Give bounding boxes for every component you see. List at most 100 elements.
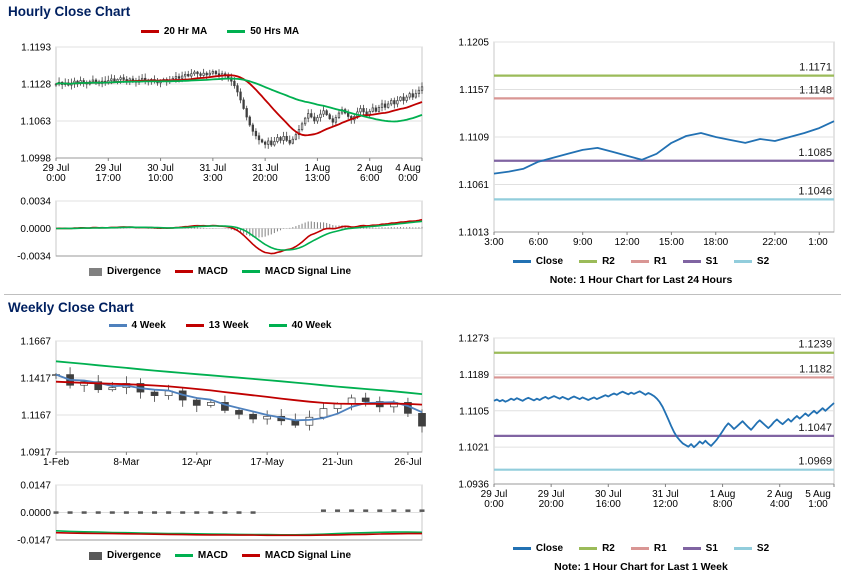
y-tick-label: 1.1273 — [458, 334, 489, 345]
legend-item: S2 — [733, 543, 769, 554]
candle-body — [418, 413, 426, 427]
x-tick-label: 2 Aug — [767, 489, 793, 500]
candle-body — [282, 136, 285, 141]
candle-body — [402, 96, 405, 101]
ma-line — [55, 380, 423, 406]
candle-body — [193, 71, 196, 75]
legend-label: 50 Hrs MA — [250, 26, 300, 37]
x-tick-label: 0:00 — [46, 173, 66, 184]
candle-body — [420, 86, 424, 91]
x-tick-label: 29 Jul — [538, 489, 565, 500]
candle-body — [94, 79, 98, 83]
y-tick-label: 0.0000 — [20, 224, 51, 235]
divergence-bar — [67, 511, 73, 514]
candle-body — [249, 413, 257, 420]
line-swatch-icon — [630, 547, 649, 550]
candle-body — [110, 78, 113, 81]
candle-body — [184, 73, 187, 77]
x-tick-label: 31 Jul — [652, 489, 679, 500]
x-tick-label: 30 Jul — [595, 489, 622, 500]
line-swatch-icon — [682, 547, 701, 550]
x-tick-label: 31 Jul — [200, 163, 227, 174]
plot-border — [55, 340, 423, 453]
candle-body — [196, 71, 199, 75]
candle-body — [377, 106, 381, 112]
y-tick-label: 1.1063 — [20, 117, 51, 128]
candle-body — [408, 93, 411, 98]
legend-item: 20 Hr MA — [140, 26, 207, 37]
legend-label: 4 Week — [131, 320, 166, 331]
candle-body — [333, 403, 342, 409]
candle-body — [199, 73, 202, 76]
line-swatch-icon — [512, 260, 531, 263]
x-tick-label: 31 Jul — [252, 163, 279, 174]
candle-body — [322, 110, 325, 115]
legend-label: S1 — [705, 543, 718, 554]
line-swatch-icon — [512, 547, 531, 550]
legend-label: MACD Signal Line — [264, 266, 352, 277]
section-divider — [4, 294, 841, 295]
candle-body — [328, 114, 331, 120]
candle-body — [313, 116, 316, 122]
weekly-macd-chart: -0.0147 0.0000 0.0147 — [17, 481, 425, 547]
legend-item: S2 — [733, 256, 770, 267]
candle-body — [205, 72, 208, 76]
level-label-r2: 1.1171 — [799, 62, 832, 74]
legend-item: 40 Week — [268, 320, 331, 331]
x-tick-label: 1:00 — [808, 499, 828, 510]
weekly-section-title: Weekly Close Chart — [8, 300, 134, 315]
hourly-ma-legend: 20 Hr MA 50 Hrs MA — [10, 26, 430, 37]
candle-body — [347, 112, 350, 117]
candle-body — [235, 410, 243, 415]
legend-item: MACD Signal Line — [241, 266, 352, 277]
divergence-bar — [166, 511, 172, 514]
legend-item: MACD Signal Line — [241, 550, 351, 561]
x-tick-label: 18:00 — [703, 237, 728, 248]
candle-body — [211, 71, 215, 74]
x-tick-label: 9:00 — [573, 237, 593, 248]
line-swatch-icon — [140, 30, 159, 33]
divergence-bar — [250, 511, 256, 514]
macd-signal-line — [56, 220, 423, 251]
line-swatch-icon — [174, 270, 193, 273]
legend-item: Close — [512, 543, 563, 554]
divergence-bar — [180, 511, 186, 514]
candle-body — [411, 93, 414, 98]
candle-body — [316, 117, 319, 122]
line-swatch-icon — [174, 554, 193, 557]
y-tick-label: 1.0936 — [458, 480, 489, 491]
legend-label: S2 — [756, 256, 770, 267]
x-tick-label: 1-Feb — [43, 457, 70, 468]
y-tick-label: 1.1013 — [458, 228, 489, 239]
x-tick-label: 0:00 — [484, 499, 504, 510]
candle-body — [380, 103, 384, 108]
candle-body — [180, 75, 184, 79]
candle-body — [263, 415, 272, 420]
candle-body — [399, 96, 402, 101]
divergence-bar — [81, 511, 87, 514]
x-tick-label: 16:00 — [596, 499, 621, 510]
legend-label: 13 Week — [208, 320, 249, 331]
divergence-bar — [391, 509, 397, 512]
candle-body — [214, 71, 218, 75]
ma-line — [55, 77, 423, 123]
x-tick-label: 30 Jul — [147, 163, 174, 174]
candle-body — [307, 113, 310, 119]
y-tick-label: 1.1128 — [21, 80, 51, 91]
divergence-bar — [194, 511, 200, 514]
y-tick-label: -0.0147 — [17, 536, 51, 547]
legend-label: R2 — [602, 256, 615, 267]
candle-body — [91, 79, 95, 83]
y-tick-label: 1.1109 — [459, 133, 489, 144]
divergence-bar — [320, 509, 326, 512]
x-tick-label: 3:00 — [203, 173, 223, 184]
legend-item: Divergence — [88, 266, 161, 277]
candle-body — [245, 108, 248, 118]
x-tick-label: 29 Jul — [43, 163, 70, 174]
line-swatch-icon — [630, 260, 649, 263]
candle-body — [144, 77, 147, 81]
x-tick-label: 8:00 — [713, 499, 733, 510]
divergence-bar — [95, 511, 101, 514]
